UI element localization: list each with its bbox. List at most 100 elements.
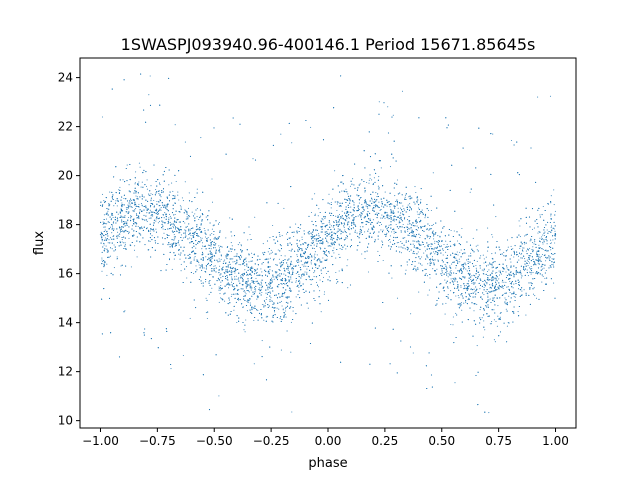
data-point (496, 325, 498, 327)
data-point (413, 245, 415, 247)
data-point (453, 230, 455, 232)
data-point (137, 225, 139, 227)
data-point (331, 239, 334, 241)
data-point (279, 234, 281, 236)
data-point (296, 255, 298, 257)
data-point (272, 307, 275, 309)
data-point (125, 206, 127, 209)
data-point (457, 295, 459, 297)
data-point (266, 296, 268, 299)
data-point (418, 217, 420, 219)
data-point (452, 316, 454, 318)
data-point (135, 208, 137, 210)
data-point (498, 274, 501, 276)
data-point (259, 288, 261, 291)
data-point (405, 269, 407, 271)
data-point (540, 266, 542, 268)
data-point (429, 277, 431, 279)
data-point (405, 240, 407, 242)
data-point (420, 220, 422, 222)
data-point (248, 261, 250, 263)
data-point (459, 251, 461, 253)
data-point (124, 242, 126, 244)
data-point (489, 323, 491, 325)
data-point (477, 244, 479, 246)
data-point (208, 280, 210, 283)
data-point (269, 237, 271, 239)
data-point (424, 217, 426, 219)
data-point (475, 267, 477, 269)
data-point (442, 254, 444, 256)
data-point (401, 90, 404, 92)
data-point (117, 218, 119, 220)
data-point (223, 260, 225, 262)
data-point (509, 291, 511, 294)
data-point (296, 254, 298, 256)
data-point (244, 269, 246, 271)
data-point (424, 250, 427, 252)
data-point (307, 257, 309, 259)
data-point (227, 271, 229, 273)
data-point (282, 295, 284, 297)
data-point (405, 211, 407, 213)
chart-title: 1SWASPJ093940.96-400146.1 Period 15671.8… (121, 35, 536, 54)
data-point (211, 201, 214, 203)
data-point (210, 248, 212, 250)
data-point (208, 244, 211, 246)
data-point (533, 227, 535, 229)
data-point (509, 282, 511, 285)
data-point (354, 229, 356, 231)
data-point (550, 195, 552, 197)
data-point (537, 232, 539, 234)
data-point (236, 321, 238, 324)
data-point (541, 236, 543, 238)
data-point (507, 286, 509, 288)
data-point (364, 231, 366, 233)
data-point (495, 277, 497, 279)
data-point (418, 262, 420, 264)
data-point (170, 368, 172, 370)
data-point (419, 202, 421, 204)
data-point (160, 209, 162, 211)
data-point (134, 202, 136, 204)
data-point (334, 170, 336, 172)
data-point (447, 296, 449, 298)
data-point (367, 207, 369, 209)
data-point (102, 221, 104, 223)
data-point (298, 274, 300, 276)
data-point (244, 331, 246, 333)
data-point (505, 281, 507, 283)
data-point (247, 274, 249, 276)
data-point (513, 295, 515, 298)
data-point (372, 201, 374, 203)
data-point (159, 208, 161, 210)
data-point (318, 233, 320, 235)
data-point (503, 251, 505, 253)
data-point (272, 276, 274, 278)
data-point (389, 206, 391, 208)
data-point (338, 214, 341, 216)
data-point (265, 316, 267, 318)
data-point (250, 289, 252, 291)
data-point (104, 237, 106, 239)
data-point (307, 307, 309, 309)
data-point (432, 172, 434, 174)
data-point (141, 204, 143, 206)
data-point (532, 246, 534, 248)
data-point (492, 298, 494, 300)
data-point (107, 242, 109, 244)
data-point (320, 269, 322, 271)
data-point (291, 263, 293, 265)
data-point (267, 251, 269, 253)
data-point (128, 184, 130, 186)
data-point (496, 280, 498, 282)
data-point (246, 300, 248, 302)
data-point (519, 236, 521, 238)
data-point (279, 318, 281, 320)
data-point (259, 284, 261, 286)
data-point (247, 239, 249, 241)
data-point (524, 258, 526, 260)
data-point (472, 237, 474, 239)
data-point (171, 182, 173, 184)
data-point (224, 259, 226, 261)
